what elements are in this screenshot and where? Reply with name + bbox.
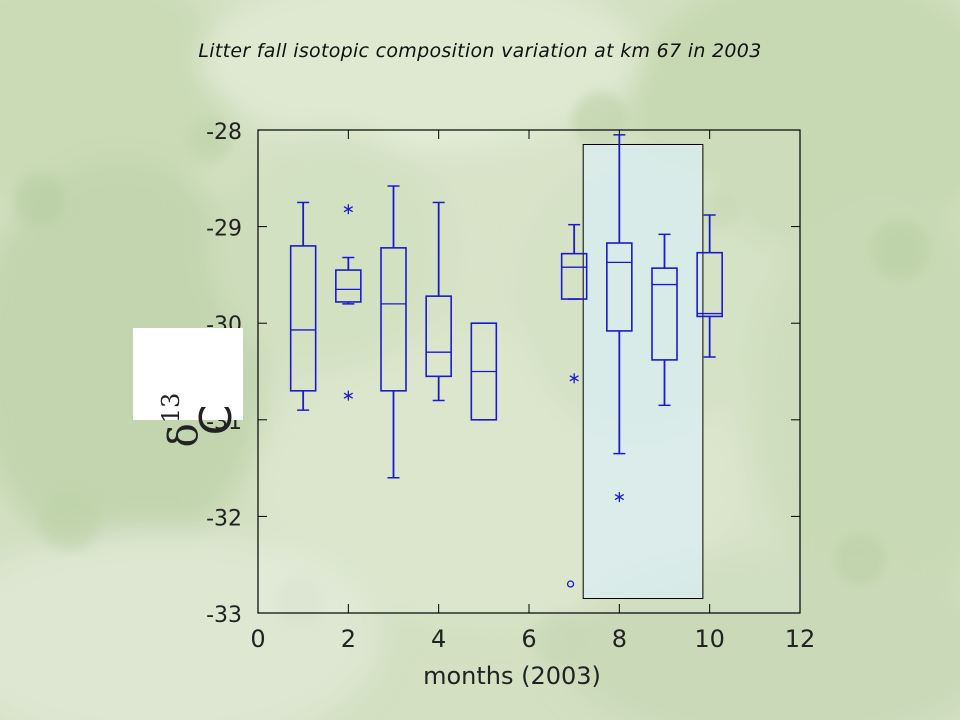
outlier-star [343, 204, 354, 215]
iqr-box [651, 267, 678, 361]
chart-title: Litter fall isotopic composition variati… [198, 40, 762, 62]
box-month-7 [560, 223, 588, 588]
iqr-box [560, 252, 588, 300]
star-stroke [614, 494, 625, 501]
y-tick-label: -32 [206, 506, 242, 531]
iqr-box [289, 245, 317, 392]
x-tick-label: 0 [250, 625, 265, 653]
iqr-box [696, 251, 723, 318]
box-month-9 [651, 233, 678, 407]
outlier-star [569, 373, 579, 384]
iqr-box [335, 269, 362, 303]
iqr-box [380, 247, 407, 392]
y-axis-letter: C [191, 404, 242, 436]
iqr-box [606, 242, 633, 332]
highlight-layer [582, 143, 704, 600]
tick-marks [257, 129, 801, 614]
outlier-circle [566, 580, 575, 588]
y-axis-superscript: 13 [157, 392, 185, 424]
outlier-star [343, 390, 354, 401]
y-tick-label: -28 [206, 120, 242, 145]
tick-labels: -28-29-30-31-32-330 2 4 6 8 10 12 [206, 120, 815, 653]
box-month-5 [470, 322, 498, 421]
x-tick-label: 12 [785, 625, 816, 653]
plot-frame [257, 129, 801, 614]
star-stroke [343, 206, 354, 213]
box-month-3 [380, 185, 407, 479]
x-tick-label: 10 [694, 625, 725, 653]
box-month-4 [425, 201, 452, 402]
boxes-layer [289, 134, 723, 588]
box-month-1 [289, 201, 317, 411]
plot-border [257, 129, 801, 614]
iqr-box [425, 295, 452, 378]
x-tick-label: 6 [521, 625, 536, 653]
star-stroke [343, 392, 354, 399]
outlier-star [614, 492, 625, 503]
y-tick-label: -29 [206, 217, 242, 242]
box-month-10 [696, 214, 723, 358]
box-month-2 [335, 204, 362, 401]
y-axis-label-box: δ13 C [133, 328, 243, 447]
y-tick-label: -33 [206, 603, 242, 628]
x-tick-label: 4 [431, 625, 446, 653]
box-month-8 [606, 134, 633, 503]
highlight-region [582, 143, 704, 600]
x-axis-label: months (2003) [423, 662, 601, 690]
star-stroke [569, 375, 579, 382]
x-tick-label: 2 [341, 625, 356, 653]
x-tick-label: 8 [612, 625, 627, 653]
